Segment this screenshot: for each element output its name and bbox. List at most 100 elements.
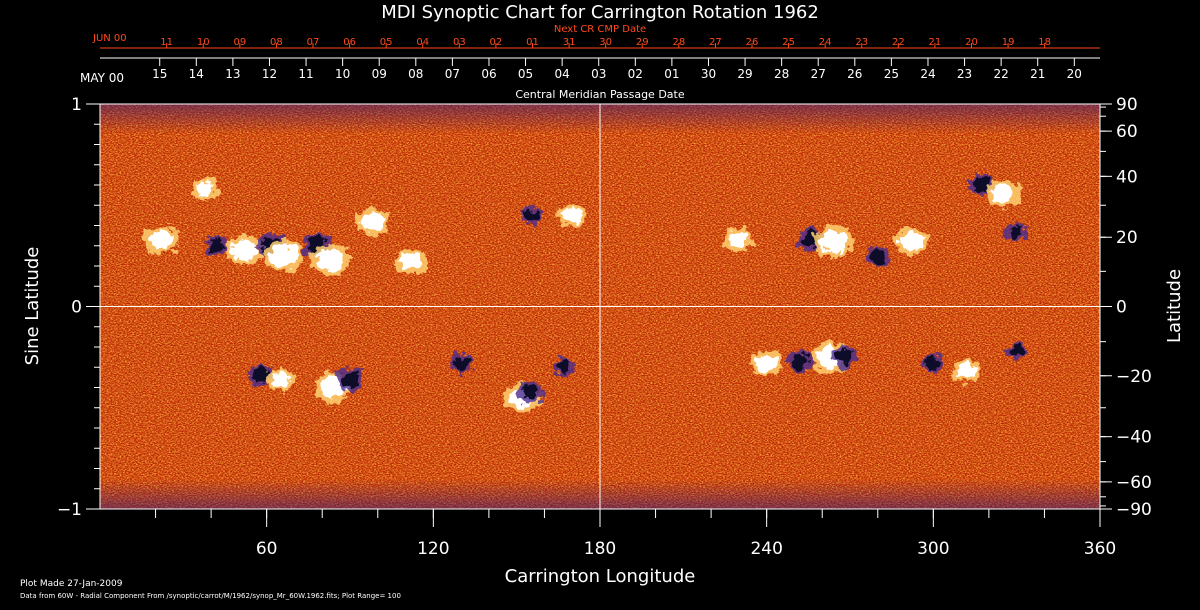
cmp-axis-label: Central Meridian Passage Date — [515, 88, 684, 101]
negative-region — [208, 238, 225, 253]
lat-tick-label: 20 — [1116, 228, 1138, 248]
data-source-note: Data from 60W - Radial Component From /s… — [20, 592, 401, 600]
lat-tick-label: −40 — [1116, 428, 1152, 448]
negative-region — [792, 353, 808, 369]
positive-region — [269, 244, 298, 267]
x-tick-label: 180 — [584, 539, 616, 559]
next-cmp-date-label: 03 — [453, 37, 466, 48]
y-tick-label: −1 — [57, 500, 82, 520]
y-axis-title-left: Sine Latitude — [22, 247, 43, 366]
next-cmp-date-label: 08 — [270, 37, 283, 48]
cmp-date-label: 08 — [408, 67, 423, 81]
negative-region — [1010, 345, 1024, 358]
positive-region — [316, 248, 345, 271]
next-cmp-date-label: 23 — [855, 37, 868, 48]
cmp-date-label: 14 — [189, 67, 204, 81]
cmp-date-label: 01 — [664, 67, 679, 81]
negative-region — [1009, 224, 1024, 239]
cmp-date-label: 23 — [957, 67, 972, 81]
chart-title: MDI Synoptic Chart for Carrington Rotati… — [381, 2, 819, 23]
next-cmp-date-label: 01 — [526, 37, 539, 48]
next-cmp-date-label: 31 — [563, 37, 576, 48]
cmp-date-label: 22 — [993, 67, 1008, 81]
negative-region — [521, 383, 540, 400]
cmp-date-label: 09 — [372, 67, 387, 81]
negative-region — [453, 356, 469, 370]
plot-made-note: Plot Made 27-Jan-2009 — [20, 579, 123, 589]
cmp-date-label: 12 — [262, 67, 277, 81]
next-cmp-axis-label: Next CR CMP Date — [554, 24, 646, 35]
grid-lines — [100, 104, 1100, 509]
cmp-date-label: 07 — [445, 67, 460, 81]
next-cmp-date-label: 22 — [892, 37, 905, 48]
cmp-date-label: 04 — [554, 67, 569, 81]
positive-region — [196, 182, 215, 197]
top-date-axes: MAY 00 15 14 13 12 11 10 09 08 07 06 05 04 03 02 01 30 29… — [80, 33, 1100, 85]
next-cmp-date-label: 10 — [197, 37, 210, 48]
positive-region — [819, 230, 848, 253]
next-cmp-date-label: 07 — [307, 37, 320, 48]
next-cmp-date-label: 26 — [746, 37, 759, 48]
positive-region — [956, 363, 977, 380]
cmp-date-label: 26 — [847, 67, 862, 81]
positive-region — [149, 230, 174, 250]
next-cmp-date-label: 24 — [819, 37, 832, 48]
cmp-date-label: 02 — [628, 67, 643, 81]
lat-tick-label: −90 — [1116, 500, 1152, 520]
next-cmp-date-label: 19 — [1002, 37, 1015, 48]
cmp-date-label: 30 — [701, 67, 716, 81]
negative-region — [523, 208, 538, 222]
y-tick-label: 1 — [71, 95, 82, 115]
next-cmp-date-label: 29 — [636, 37, 649, 48]
next-cmp-date-label: 30 — [599, 37, 612, 48]
next-cmp-date-label: 02 — [490, 37, 503, 48]
lat-tick-label: 60 — [1116, 122, 1138, 142]
cmp-date-label: 06 — [481, 67, 496, 81]
positive-region — [755, 354, 778, 372]
negative-region — [869, 248, 886, 264]
cmp-date-label: 27 — [811, 67, 826, 81]
x-tick-label: 360 — [1084, 539, 1116, 559]
axes: 60 120 180 240 300 360 1 0 −1 90 60 40 20 0 −20 −40 −60 −… — [57, 95, 1152, 559]
cmp-date-label: 21 — [1030, 67, 1045, 81]
positive-region — [270, 371, 291, 388]
cmp-date-label: 15 — [152, 67, 167, 81]
next-cmp-month-label: JUN 00 — [92, 33, 127, 44]
negative-region — [340, 371, 360, 388]
cmp-month-label: MAY 00 — [80, 71, 124, 85]
x-tick-label: 120 — [417, 539, 449, 559]
positive-region — [360, 212, 385, 231]
cmp-date-label: 29 — [737, 67, 752, 81]
next-cmp-date-label: 06 — [343, 37, 356, 48]
lat-tick-label: 90 — [1116, 95, 1138, 115]
next-cmp-date-label: 05 — [380, 37, 393, 48]
negative-region — [926, 356, 941, 370]
cmp-date-label: 20 — [1067, 67, 1082, 81]
positive-region — [899, 232, 924, 252]
activity-regions — [143, 174, 1028, 413]
x-tick-label: 240 — [750, 539, 782, 559]
lat-tick-label: −20 — [1116, 367, 1152, 387]
positive-region — [231, 239, 258, 260]
lat-tick-label: −60 — [1116, 473, 1152, 493]
negative-region — [253, 368, 270, 383]
cmp-date-label: 03 — [591, 67, 606, 81]
x-axis-title: Carrington Longitude — [505, 566, 696, 587]
negative-region — [556, 360, 572, 374]
cmp-date-label: 24 — [920, 67, 935, 81]
cmp-date-label: 13 — [225, 67, 240, 81]
positive-region — [400, 253, 423, 271]
next-cmp-date-label: 18 — [1038, 37, 1051, 48]
x-tick-label: 60 — [256, 539, 278, 559]
magnetogram-map — [100, 104, 1100, 509]
next-cmp-date-label: 04 — [416, 37, 429, 48]
cmp-date-label: 05 — [518, 67, 533, 81]
cmp-date-label: 10 — [335, 67, 350, 81]
y-axis-title-right: Latitude — [1164, 269, 1185, 343]
next-cmp-date-label: 21 — [929, 37, 942, 48]
next-cmp-date-label: 28 — [672, 37, 685, 48]
lat-tick-label: 0 — [1116, 298, 1127, 318]
next-cmp-date-label: 11 — [160, 37, 173, 48]
cmp-date-label: 25 — [884, 67, 899, 81]
